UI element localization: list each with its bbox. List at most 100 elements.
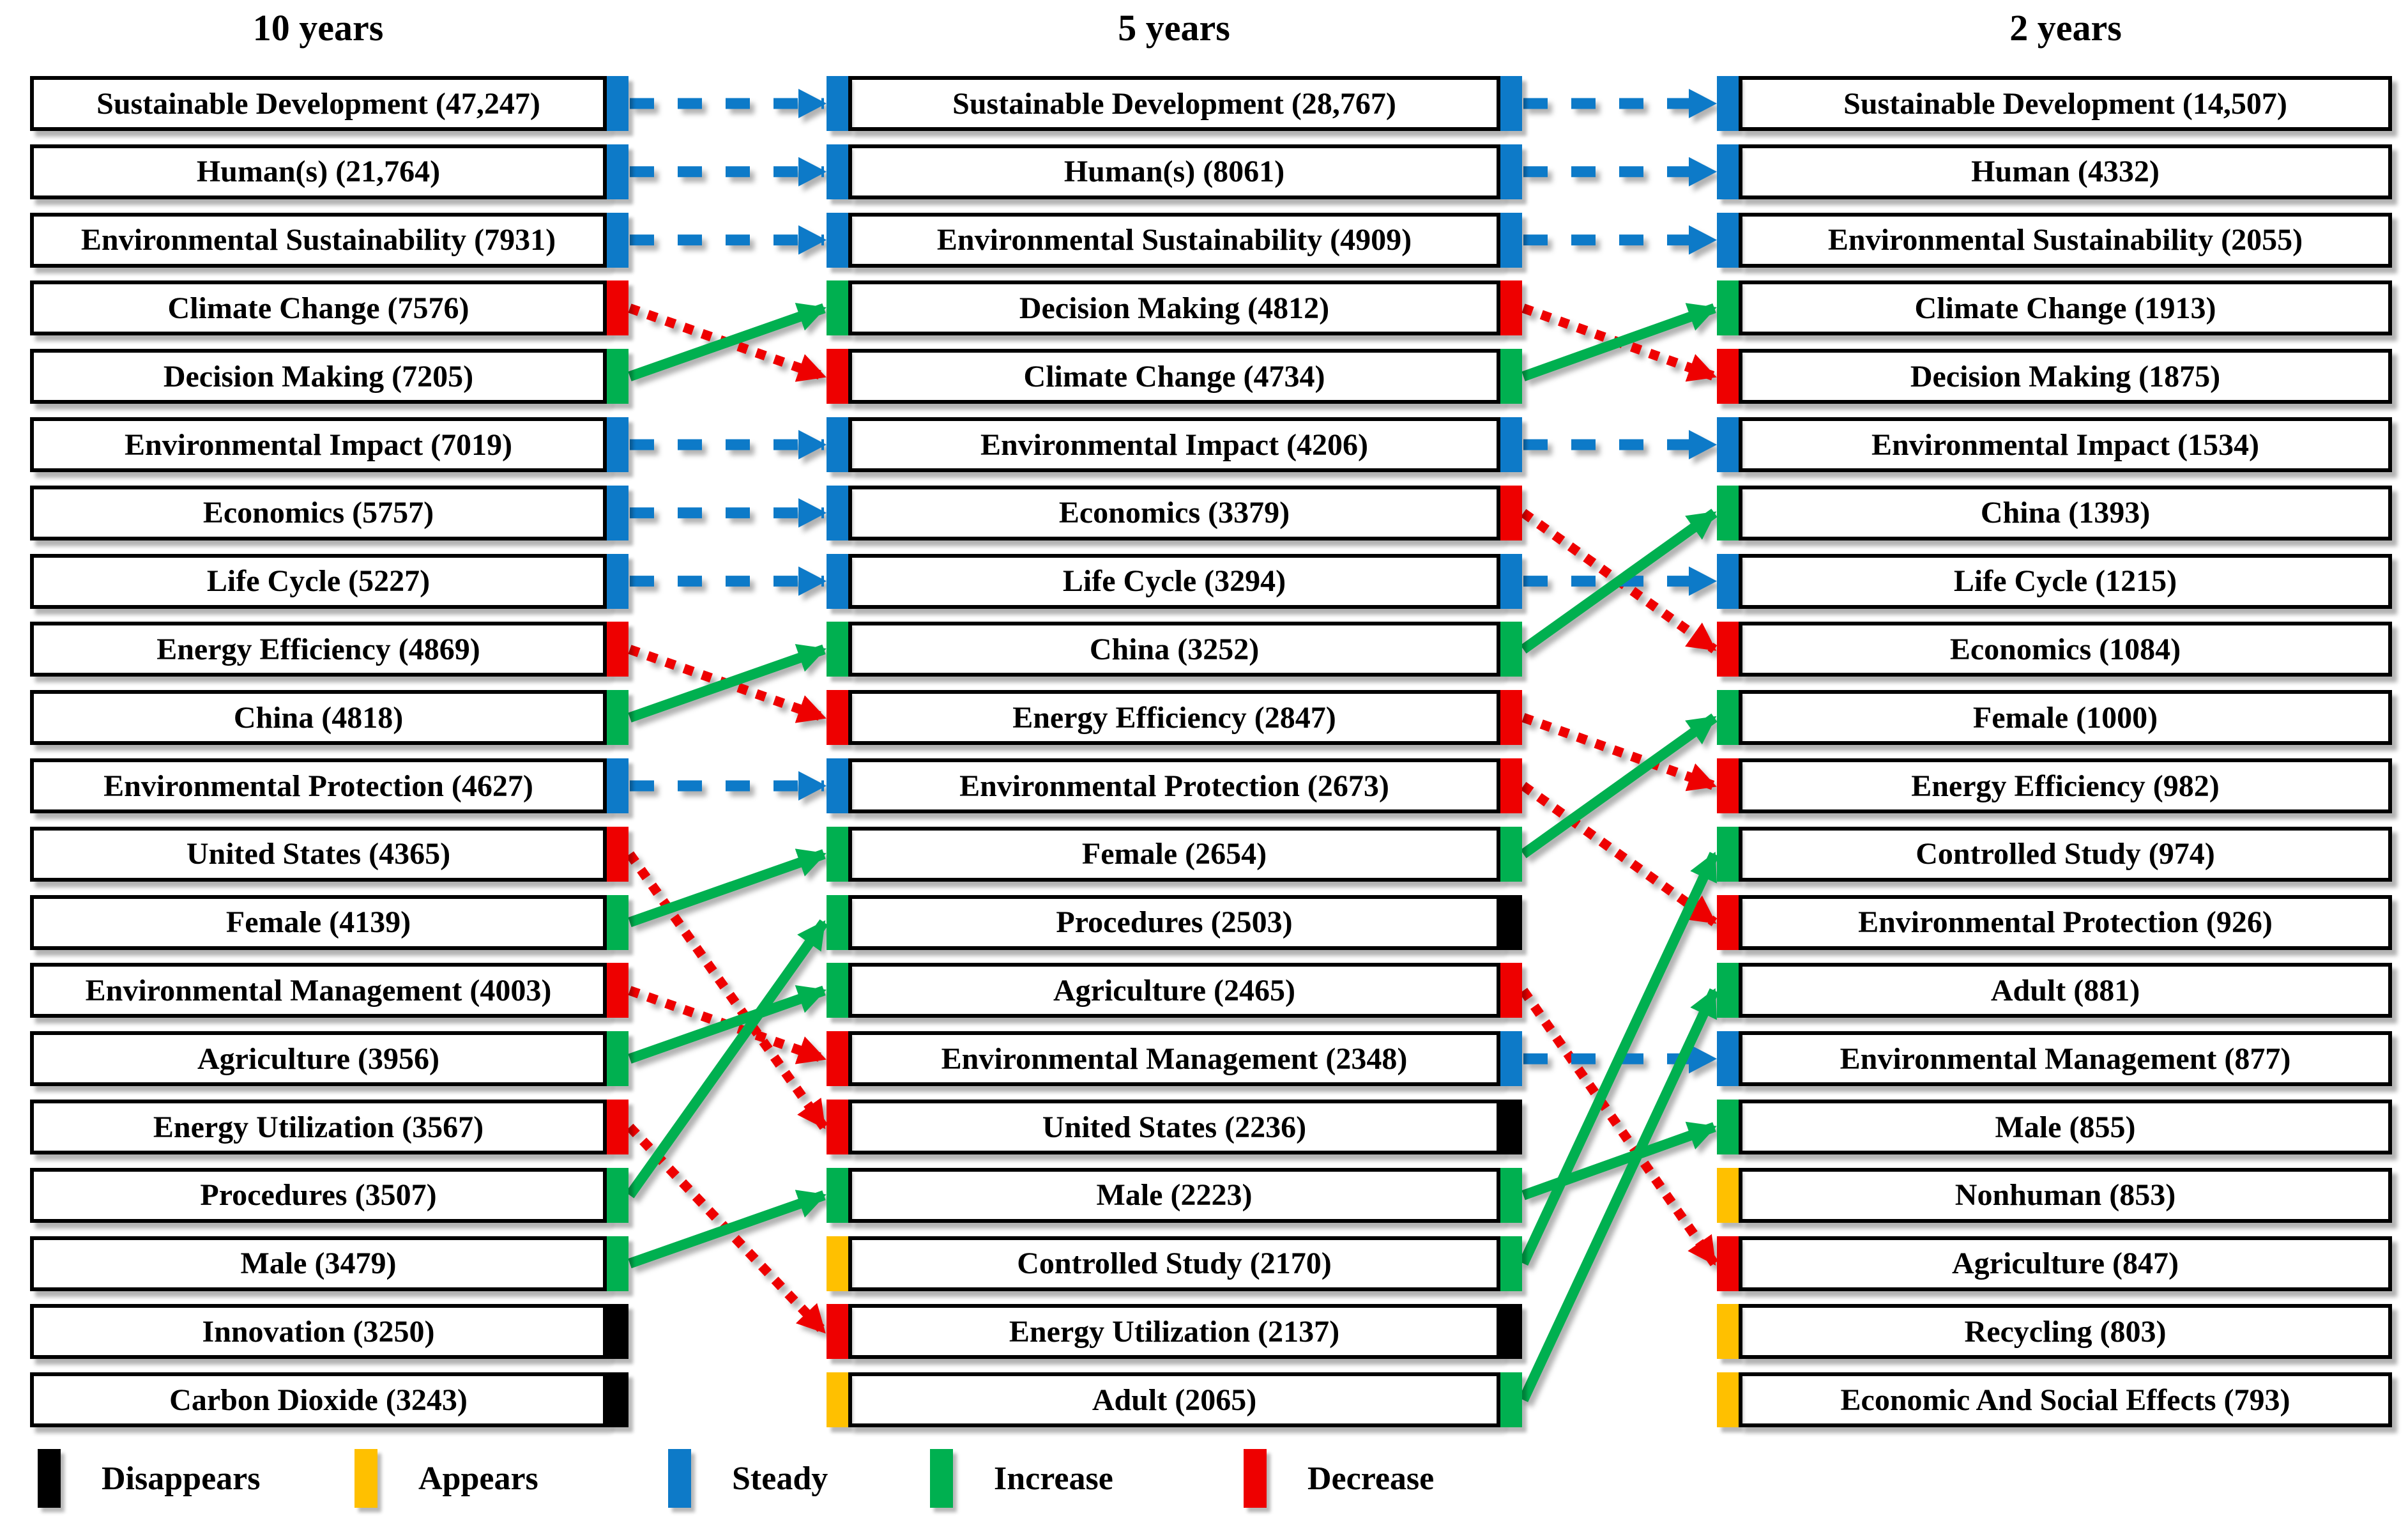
trend-chip-steady xyxy=(607,485,629,540)
keyword-box: Female (2654) xyxy=(848,826,1500,882)
keyword-box: Decision Making (4812) xyxy=(848,280,1500,336)
trend-chip-increase xyxy=(607,690,629,746)
keyword-box: Economic And Social Effects (793) xyxy=(1739,1372,2392,1428)
keyword-box: China (1393) xyxy=(1739,485,2392,540)
trend-chip-increase xyxy=(607,1031,629,1087)
trend-chip-increase xyxy=(1500,1372,1522,1428)
trend-chip-decrease xyxy=(607,963,629,1018)
trend-chip-appears xyxy=(827,1372,848,1428)
trend-chip-decrease xyxy=(1500,485,1522,540)
arrow-increase xyxy=(1520,713,1718,859)
trend-chip-decrease xyxy=(1500,280,1522,336)
arrow-increase xyxy=(1521,303,1717,381)
trend-chip-steady xyxy=(1717,144,1739,199)
keyword-box: Human(s) (21,764) xyxy=(30,144,607,199)
keyword-box: Environmental Management (2348) xyxy=(848,1031,1500,1087)
trend-chip-increase xyxy=(1717,280,1739,336)
trend-chip-steady xyxy=(1500,553,1522,609)
trend-chip-increase xyxy=(827,1167,848,1223)
trend-chip-increase xyxy=(607,349,629,404)
arrow-increase xyxy=(628,985,827,1064)
arrow-decrease xyxy=(1519,988,1719,1266)
keyword-box: Controlled Study (2170) xyxy=(848,1236,1500,1291)
trend-chip-increase xyxy=(1717,1100,1739,1154)
keyword-box: Energy Efficiency (4869) xyxy=(30,622,607,677)
legend-chip-steady xyxy=(668,1449,691,1508)
trend-chip-increase xyxy=(827,826,848,882)
trend-chip-steady xyxy=(1500,144,1522,199)
keyword-box: Life Cycle (1215) xyxy=(1739,553,2392,609)
arrow-increase xyxy=(628,1190,827,1269)
legend-chip-increase xyxy=(930,1449,953,1508)
trend-chip-increase xyxy=(607,1167,629,1223)
trend-chip-steady xyxy=(1717,417,1739,472)
trend-chip-steady xyxy=(1500,212,1522,268)
trend-chip-appears xyxy=(827,1236,848,1291)
arrow-increase xyxy=(625,919,828,1199)
keyword-box: Carbon Dioxide (3243) xyxy=(30,1372,607,1428)
keyword-box: Environmental Sustainability (2055) xyxy=(1739,212,2392,268)
legend-label: Appears xyxy=(418,1460,538,1497)
trend-chip-decrease xyxy=(1500,963,1522,1018)
trend-chip-appears xyxy=(1717,1167,1739,1223)
trend-chip-decrease xyxy=(1500,690,1522,746)
keyword-box: Energy Utilization (3567) xyxy=(30,1100,607,1154)
trend-chip-steady xyxy=(607,212,629,268)
trend-chip-steady xyxy=(827,212,848,268)
trend-chip-increase xyxy=(827,622,848,677)
column-header-2-years: 2 years xyxy=(2009,7,2122,49)
trend-chip-decrease xyxy=(827,1304,848,1360)
legend-label: Steady xyxy=(732,1460,828,1497)
column-header-5-years: 5 years xyxy=(1118,7,1230,49)
keyword-box: Controlled Study (974) xyxy=(1739,826,2392,882)
keyword-box: Sustainable Development (14,507) xyxy=(1739,76,2392,131)
keyword-box: Procedures (3507) xyxy=(30,1167,607,1223)
trend-chip-decrease xyxy=(1717,758,1739,813)
trend-chip-steady xyxy=(1717,76,1739,131)
keyword-box: Energy Utilization (2137) xyxy=(848,1304,1500,1360)
trend-chip-steady xyxy=(827,417,848,472)
trend-chip-increase xyxy=(1500,1167,1522,1223)
trend-chip-increase xyxy=(827,280,848,336)
arrow-increase xyxy=(628,643,827,723)
keyword-box: Male (3479) xyxy=(30,1236,607,1291)
trend-chip-decrease xyxy=(827,349,848,404)
keyword-box: Sustainable Development (28,767) xyxy=(848,76,1500,131)
legend-chip-disappears xyxy=(38,1449,61,1508)
keyword-box: Environmental Management (877) xyxy=(1739,1031,2392,1087)
trend-chip-decrease xyxy=(607,280,629,336)
legend-label: Decrease xyxy=(1307,1460,1435,1497)
trend-chip-steady xyxy=(827,553,848,609)
trend-chip-decrease xyxy=(1500,758,1522,813)
trend-chip-disappears xyxy=(607,1304,629,1360)
trend-chip-steady xyxy=(827,485,848,540)
trend-chip-increase xyxy=(607,1236,629,1291)
trend-chip-increase xyxy=(1717,690,1739,746)
keyword-box: Sustainable Development (47,247) xyxy=(30,76,607,131)
trend-chip-increase xyxy=(1717,826,1739,882)
keyword-box: Climate Change (4734) xyxy=(848,349,1500,404)
keyword-box: Decision Making (1875) xyxy=(1739,349,2392,404)
trend-chip-disappears xyxy=(1500,1304,1522,1360)
keyword-box: Climate Change (1913) xyxy=(1739,280,2392,336)
legend-chip-decrease xyxy=(1244,1449,1267,1508)
trend-chip-decrease xyxy=(1717,894,1739,950)
keyword-box: China (3252) xyxy=(848,622,1500,677)
keyword-box: Adult (881) xyxy=(1739,963,2392,1018)
keyword-box: Environmental Protection (926) xyxy=(1739,894,2392,950)
keyword-box: Male (855) xyxy=(1739,1100,2392,1154)
keyword-box: United States (4365) xyxy=(30,826,607,882)
keyword-box: Adult (2065) xyxy=(848,1372,1500,1428)
trend-chip-steady xyxy=(1500,76,1522,131)
trend-chip-steady xyxy=(827,144,848,199)
trend-chip-decrease xyxy=(1717,622,1739,677)
arrow-increase xyxy=(628,848,827,928)
arrow-increase xyxy=(1518,852,1719,1266)
trend-chip-increase xyxy=(1717,485,1739,540)
arrow-increase xyxy=(1518,988,1719,1402)
arrow-decrease xyxy=(625,851,828,1130)
trend-chip-increase xyxy=(827,894,848,950)
trend-chip-steady xyxy=(827,76,848,131)
keyword-box: Environmental Sustainability (7931) xyxy=(30,212,607,268)
